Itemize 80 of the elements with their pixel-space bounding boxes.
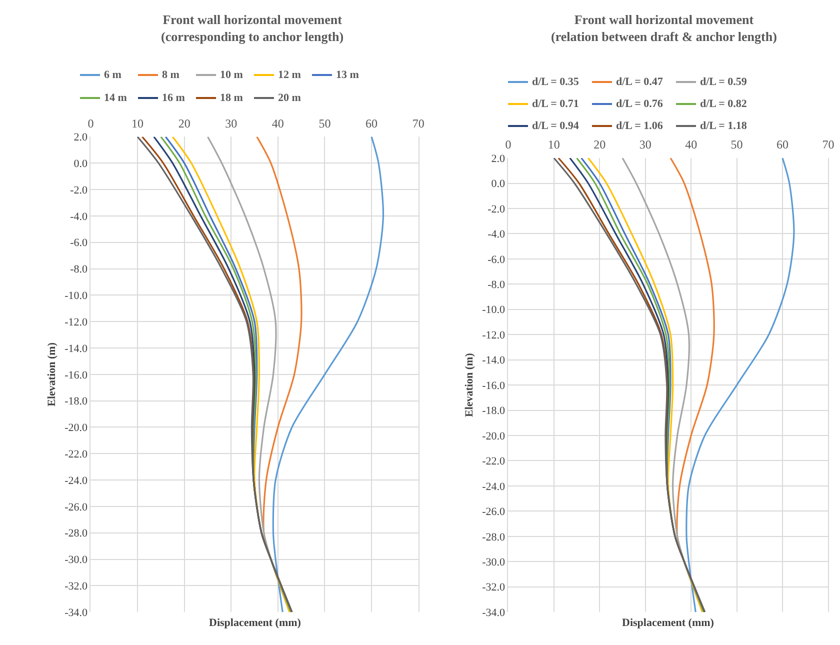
x-axis-title: Displacement (mm) bbox=[622, 617, 714, 629]
legend-label: 20 m bbox=[278, 92, 301, 104]
y-tick-label: -14.0 bbox=[482, 354, 506, 367]
y-tick-label: -2.0 bbox=[488, 203, 506, 216]
legend-label: 14 m bbox=[104, 92, 127, 104]
y-tick-label: -6.0 bbox=[70, 237, 88, 250]
y-tick-label: -4.0 bbox=[488, 228, 506, 241]
y-tick-label: -20.0 bbox=[482, 430, 506, 442]
x-tick-label: 20 bbox=[594, 138, 606, 152]
y-tick-label: -18.0 bbox=[482, 405, 506, 418]
x-tick-label: 50 bbox=[318, 116, 331, 130]
x-tick-label: 40 bbox=[685, 138, 698, 152]
y-tick-label: -32.0 bbox=[482, 582, 506, 594]
y-tick-label: -26.0 bbox=[482, 506, 506, 518]
y-axis-title: Elevation (m) bbox=[464, 352, 476, 417]
y-tick-label: -4.0 bbox=[70, 210, 88, 223]
y-tick-label: -18.0 bbox=[64, 396, 88, 408]
y-axis-title: Elevation (m) bbox=[46, 342, 58, 406]
x-tick-label: 70 bbox=[822, 138, 834, 152]
chart-title: Front wall horizontal movement (corresponding to anchor length) bbox=[161, 12, 344, 44]
y-tick-label: -34.0 bbox=[64, 606, 88, 619]
legend-label: d/L = 0.94 bbox=[532, 120, 580, 132]
y-tick-label: -12.0 bbox=[64, 316, 88, 328]
y-tick-label: -30.0 bbox=[482, 556, 506, 569]
line-series bbox=[686, 158, 795, 612]
line-series bbox=[272, 136, 384, 612]
legend-label: 16 m bbox=[162, 92, 185, 104]
legend-label: d/L = 1.18 bbox=[700, 120, 748, 132]
y-tick-label: -22.0 bbox=[482, 456, 506, 468]
legend-label: d/L = 0.47 bbox=[616, 76, 664, 88]
x-tick-label: 40 bbox=[272, 116, 284, 130]
x-tick-label: 60 bbox=[366, 116, 378, 130]
legend-label: 18 m bbox=[220, 92, 243, 104]
x-tick-label: 0 bbox=[505, 138, 512, 152]
y-tick-label: 2.0 bbox=[491, 152, 506, 165]
y-tick-label: 2.0 bbox=[74, 132, 88, 144]
legend-label: 8 m bbox=[162, 69, 180, 81]
x-tick-label: 10 bbox=[132, 116, 144, 130]
y-tick-label: -10.0 bbox=[482, 304, 506, 316]
y-tick-label: -20.0 bbox=[64, 422, 88, 434]
x-tick-label: 30 bbox=[639, 138, 652, 152]
y-tick-label: -6.0 bbox=[488, 254, 506, 266]
y-tick-label: -14.0 bbox=[64, 342, 88, 355]
y-tick-label: -28.0 bbox=[482, 531, 506, 544]
y-tick-label: -2.0 bbox=[70, 184, 88, 196]
x-tick-label: 70 bbox=[412, 116, 424, 130]
y-tick-label: 0.0 bbox=[491, 178, 506, 190]
x-tick-label: 60 bbox=[776, 138, 789, 152]
y-tick-label: -16.0 bbox=[482, 380, 506, 392]
y-tick-label: -16.0 bbox=[64, 369, 88, 382]
legend-label: 12 m bbox=[278, 69, 301, 81]
chart-title: Front wall horizontal movement (relation between draft & anchor length) bbox=[551, 12, 777, 44]
x-axis-title: Displacement (mm) bbox=[209, 617, 302, 629]
y-tick-label: -32.0 bbox=[64, 580, 88, 593]
y-tick-label: -8.0 bbox=[488, 279, 506, 292]
legend-label: d/L = 0.76 bbox=[616, 98, 664, 110]
y-tick-label: -12.0 bbox=[482, 329, 506, 342]
x-tick-label: 20 bbox=[178, 116, 190, 130]
y-tick-label: -8.0 bbox=[70, 264, 88, 276]
y-tick-label: 0.0 bbox=[74, 158, 88, 170]
x-tick-label: 0 bbox=[88, 116, 94, 130]
y-tick-label: -24.0 bbox=[482, 480, 506, 493]
y-tick-label: -26.0 bbox=[64, 501, 88, 514]
x-tick-label: 30 bbox=[225, 116, 238, 130]
y-tick-label: -28.0 bbox=[64, 528, 88, 540]
legend-label: 6 m bbox=[104, 69, 122, 81]
y-tick-label: -34.0 bbox=[482, 606, 506, 619]
legend-label: d/L = 0.35 bbox=[532, 76, 580, 88]
y-tick-label: -30.0 bbox=[64, 554, 88, 566]
x-tick-label: 10 bbox=[548, 138, 560, 152]
legend-label: 10 m bbox=[220, 69, 243, 81]
legend-label: 13 m bbox=[336, 69, 359, 81]
y-tick-label: -22.0 bbox=[64, 448, 88, 460]
legend-label: d/L = 0.71 bbox=[532, 98, 579, 110]
y-tick-label: -10.0 bbox=[64, 290, 88, 302]
legend-label: d/L = 1.06 bbox=[616, 120, 664, 132]
legend-label: d/L = 0.59 bbox=[700, 76, 748, 88]
y-tick-label: -24.0 bbox=[64, 474, 88, 487]
x-tick-label: 50 bbox=[730, 138, 743, 152]
legend-label: d/L = 0.82 bbox=[700, 98, 748, 110]
